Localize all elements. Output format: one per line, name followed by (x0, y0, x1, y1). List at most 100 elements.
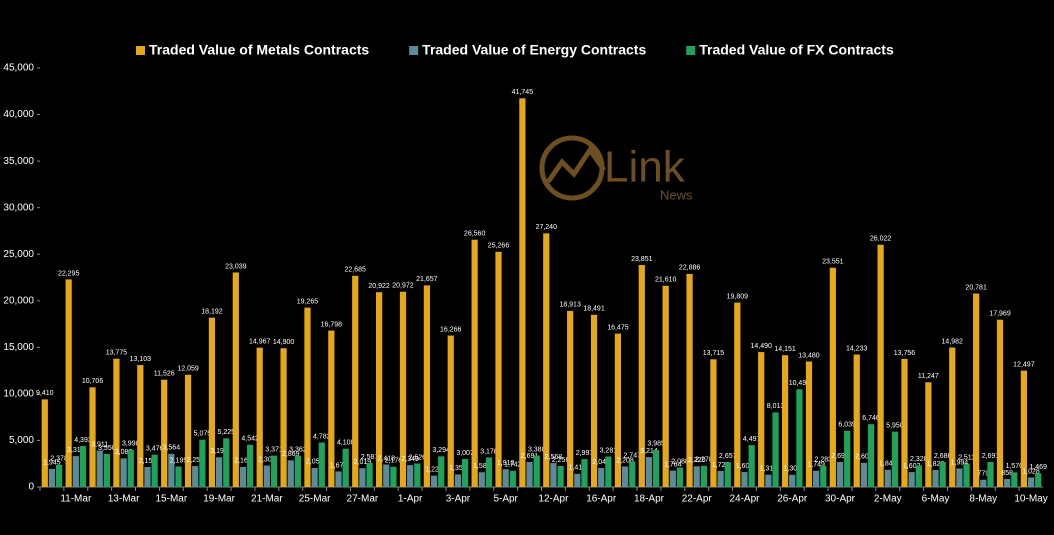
bar (836, 461, 844, 487)
data-label: 10,706 (82, 378, 104, 385)
bar (996, 319, 1004, 487)
bar (574, 473, 581, 487)
data-label: 2,283 (815, 457, 833, 464)
bar (1035, 473, 1042, 487)
data-label: 23,551 (822, 259, 844, 266)
bar (407, 465, 414, 487)
data-label: 1,742 (504, 462, 522, 469)
data-label: 2,691 (831, 453, 849, 460)
bar (662, 285, 669, 487)
bar (471, 239, 478, 487)
bar (280, 348, 287, 487)
bar (789, 474, 796, 487)
bar (796, 389, 803, 487)
data-label: 3,998 (122, 441, 140, 448)
data-label: 2,997 (576, 450, 594, 457)
x-tick-label: 8-May (969, 494, 997, 505)
data-label: 12,497 (1013, 361, 1035, 368)
bar (748, 445, 755, 487)
bar (137, 364, 144, 487)
bar (359, 468, 366, 487)
data-label: 1,353 (449, 465, 467, 472)
bar (232, 272, 239, 487)
x-tick-label: 30-Apr (825, 494, 856, 505)
bar (829, 267, 836, 487)
bar (485, 457, 493, 487)
data-label: 11,526 (154, 371, 175, 378)
bar (96, 450, 103, 487)
bar (184, 374, 192, 487)
data-label: 1,725 (712, 462, 730, 469)
x-tick-label: 24-Apr (729, 494, 760, 505)
x-tick-label: 27-Mar (347, 494, 379, 505)
bar (383, 464, 390, 487)
bar (614, 333, 622, 487)
x-tick-label: 13-Mar (108, 494, 140, 505)
data-label: 1,603 (736, 463, 754, 470)
x-tick-label: 16-Apr (586, 494, 617, 505)
bar (175, 466, 182, 487)
data-label: 2,686 (934, 453, 952, 460)
data-label: 1,414 (569, 465, 587, 472)
data-label: 1,994 (951, 459, 969, 466)
logo-line (545, 145, 607, 184)
data-label: 23,039 (225, 263, 247, 270)
data-label: 3,371 (265, 446, 283, 453)
bar (1011, 472, 1018, 487)
bar (915, 465, 922, 487)
data-label: 2,047 (592, 459, 610, 466)
x-tick-label: 3-Apr (446, 494, 471, 505)
data-label: 1,302 (783, 466, 801, 473)
data-label: 1,602 (903, 463, 921, 470)
data-label: 2,418 (378, 455, 396, 462)
data-label: 4,497 (743, 436, 761, 443)
bar (686, 273, 693, 487)
data-label: 23,851 (631, 256, 653, 263)
bar (1020, 370, 1027, 487)
data-label: 5,225 (218, 429, 236, 436)
bar (605, 456, 612, 487)
bar (813, 470, 820, 487)
bar (72, 456, 79, 487)
bar (653, 449, 660, 487)
y-tick-label: 40,000 (3, 109, 34, 120)
data-label: 22,685 (345, 267, 367, 274)
data-label: 25,266 (488, 243, 510, 250)
y-tick-label: 20,000 (3, 295, 34, 306)
data-label: 4,542 (241, 436, 259, 443)
data-label: 6,746 (862, 415, 880, 422)
bar (877, 244, 884, 487)
data-label: 14,967 (249, 338, 271, 345)
bar (311, 467, 318, 487)
bar (963, 463, 970, 487)
bar (567, 310, 574, 487)
data-label: 10,493 (789, 380, 811, 387)
data-label: 9,410 (36, 390, 54, 397)
bar (199, 439, 206, 487)
bar (781, 355, 789, 487)
data-label: 5,075 (194, 431, 212, 438)
data-label: 27,240 (536, 224, 558, 231)
bar (629, 461, 636, 487)
bar (390, 466, 397, 487)
legend-swatch (136, 46, 145, 55)
data-label: 2,019 (354, 459, 372, 466)
data-label: 19,265 (297, 298, 319, 305)
x-tick-label: 26-Apr (777, 494, 808, 505)
bar (956, 468, 963, 487)
bar (543, 233, 550, 487)
x-tick-label: 1-Apr (398, 494, 423, 505)
data-label: 21,610 (655, 277, 677, 284)
data-label: 1,316 (760, 466, 778, 473)
bar (335, 471, 342, 487)
data-label: 4,782 (313, 433, 331, 440)
data-label: 2,869 (282, 451, 300, 458)
data-label: 858 (1001, 470, 1013, 477)
data-label: 13,103 (130, 356, 152, 363)
data-label: 3,911 (91, 441, 108, 448)
data-label: 2,252 (186, 457, 204, 464)
data-label: 14,900 (273, 339, 295, 346)
data-label: 2,306 (258, 456, 276, 463)
data-label: 4,108 (337, 440, 355, 447)
bar (581, 459, 588, 487)
